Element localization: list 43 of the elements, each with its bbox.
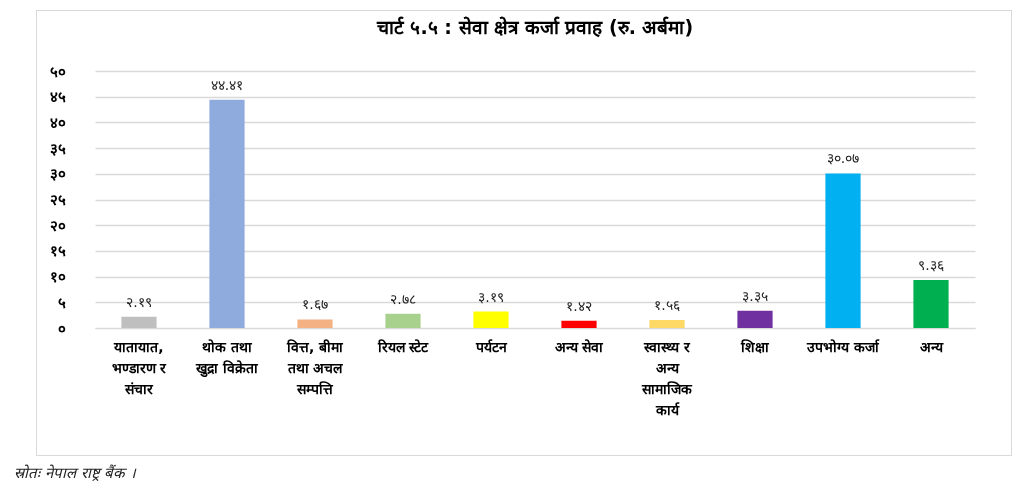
y-tick-label: ४५ <box>49 88 66 107</box>
x-tick-label: वित्त, बीमा तथा अचल सम्पत्ति <box>285 338 345 397</box>
x-tick-label: रियल स्टेट <box>376 338 430 355</box>
x-tick-label: स्वास्थ्य र अन्य सामाजिक कार्य <box>641 338 693 418</box>
x-tick-label: थोक तथा खुद्रा विक्रेता <box>195 338 259 378</box>
data-label: १.६७ <box>302 296 328 313</box>
data-label: २.१९ <box>126 293 152 310</box>
data-label: ३०.०७ <box>826 150 860 167</box>
bar <box>385 313 421 328</box>
bar <box>473 311 509 328</box>
x-tick-label: अन्य सेवा <box>554 338 605 355</box>
y-tick-label: २० <box>49 216 66 235</box>
x-tick-label: अन्य <box>919 338 944 355</box>
y-tick-label: ० <box>57 319 66 338</box>
data-label: ३.१९ <box>478 288 504 305</box>
data-label: ९.३६ <box>918 256 944 273</box>
bar <box>297 319 333 328</box>
y-tick-label: ३० <box>49 165 66 184</box>
data-label: १.४२ <box>566 297 592 314</box>
bar <box>121 316 157 328</box>
y-tick-label: १० <box>49 268 66 287</box>
text: स्रोतः नेपाल राष्ट्र बैंक । <box>14 463 137 482</box>
data-label: १.५६ <box>654 296 680 313</box>
y-tick-label: ४० <box>49 113 66 132</box>
x-tick-label: शिक्षा <box>740 338 770 355</box>
y-tick-label: २५ <box>49 191 66 209</box>
data-label: ३.३५ <box>742 287 768 304</box>
x-tick-label: यातायात, भण्डारण र संचार <box>111 338 168 397</box>
data-label: २.७८ <box>390 290 416 307</box>
bar <box>561 320 597 328</box>
y-tick-label: ५ <box>57 293 66 312</box>
x-tick-label: उपभोग्य कर्जा <box>806 338 880 355</box>
y-tick-label: १५ <box>49 242 66 261</box>
chart-title: चार्ट ५.५ : सेवा क्षेत्र कर्जा प्रवाह (रु. अर्बमा) <box>375 16 694 38</box>
data-label: ४४.४१ <box>210 76 244 93</box>
bar <box>649 319 685 328</box>
bar <box>913 279 949 328</box>
bar <box>737 310 773 328</box>
bar <box>209 99 245 328</box>
x-tick-label: पर्यटन <box>474 338 508 355</box>
bar <box>825 173 861 328</box>
y-tick-label: ३५ <box>49 139 66 158</box>
y-tick-label: ५० <box>49 62 66 81</box>
